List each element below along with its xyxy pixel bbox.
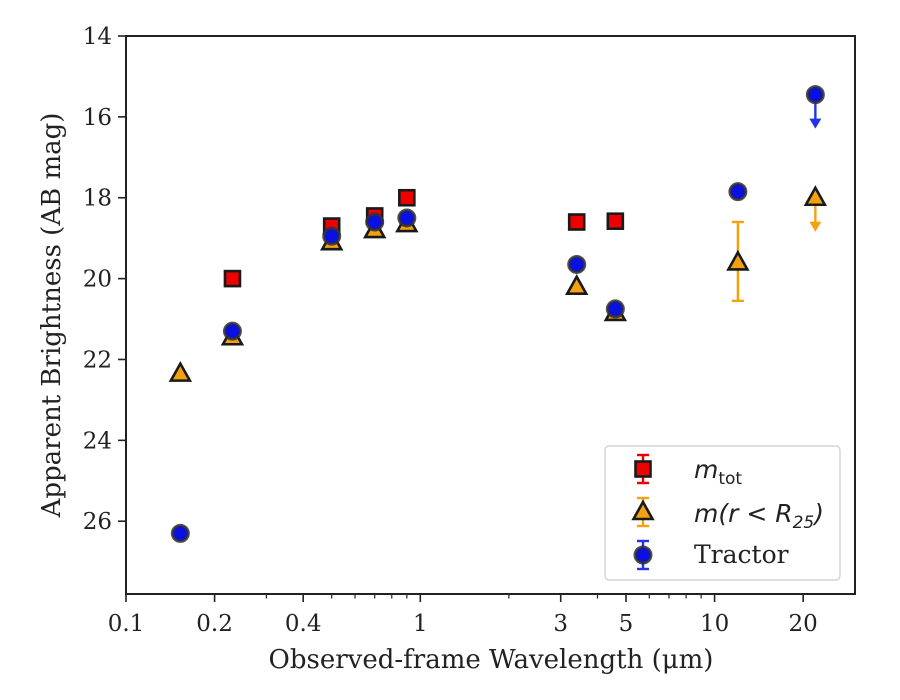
y-tick-label: 16 — [83, 105, 112, 131]
y-tick-label: 24 — [83, 428, 112, 454]
data-point — [365, 212, 385, 232]
data-point — [222, 321, 242, 341]
data-point — [170, 523, 190, 543]
upper-limit-arrow — [809, 118, 822, 129]
x-axis-title: Observed-frame Wavelength (μm) — [269, 645, 714, 675]
legend-label-tractor: Tractor — [694, 540, 789, 569]
data-point — [168, 360, 193, 382]
series-0 — [223, 188, 625, 288]
x-tick-label: 10 — [700, 611, 729, 637]
plot-frame — [125, 35, 856, 595]
x-tick-label: 0.4 — [285, 611, 322, 637]
legend-label-mtot: mtot — [694, 455, 742, 489]
x-tick-label: 5 — [619, 611, 634, 637]
data-point — [567, 254, 587, 274]
y-tick-label: 20 — [83, 267, 112, 293]
x-tick-label: 3 — [553, 611, 568, 637]
data-point — [803, 185, 828, 207]
data-point — [728, 182, 748, 202]
data-point — [223, 269, 242, 288]
legend-marker — [633, 545, 653, 565]
y-tick-label: 14 — [83, 24, 112, 50]
legend: mtot m(r < R25) Tractor — [604, 445, 841, 581]
legend-box — [604, 445, 841, 581]
data-point — [398, 188, 416, 207]
data-point — [805, 85, 825, 105]
y-axis-title: Apparent Brightness (AB mag) — [37, 113, 67, 519]
data-point — [605, 299, 625, 319]
x-tick-label: 0.2 — [196, 611, 233, 637]
y-axis-ticks: 14 16 18 20 22 24 26 — [83, 24, 126, 535]
data-point — [726, 249, 750, 271]
data-point — [397, 208, 417, 228]
legend-marker — [631, 499, 655, 521]
data-point — [606, 212, 625, 230]
data-point — [567, 213, 586, 231]
y-tick-label: 18 — [83, 186, 112, 212]
upper-limit-arrow — [809, 221, 822, 232]
data-point — [564, 274, 589, 295]
y-tick-label: 26 — [83, 509, 112, 535]
series-1 — [168, 185, 828, 382]
x-tick-label: 1 — [413, 611, 428, 637]
legend-markers — [631, 453, 655, 571]
data-point — [322, 226, 342, 246]
x-tick-label: 0.1 — [108, 611, 145, 637]
x-axis-ticks: 0.1 0.2 0.4 1 3 5 10 20 — [108, 594, 818, 637]
legend-label-mr25: m(r < R25) — [694, 499, 824, 533]
x-tick-label: 20 — [789, 611, 818, 637]
series-2 — [170, 85, 825, 543]
legend-marker — [634, 460, 652, 478]
y-tick-label: 22 — [83, 347, 112, 373]
data-points — [168, 85, 828, 543]
